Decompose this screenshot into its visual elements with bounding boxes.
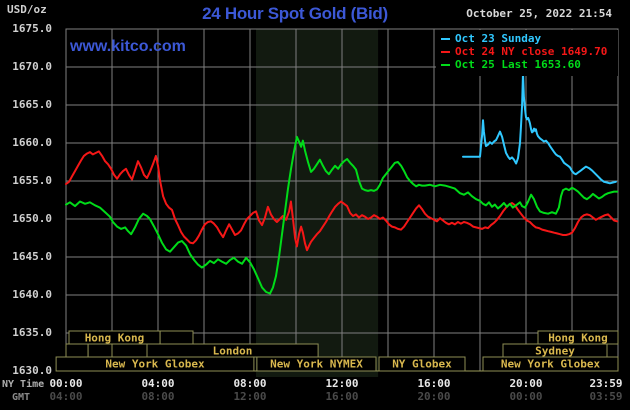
session-box (159, 330, 194, 345)
session-box (55, 356, 255, 372)
price-line-oct23 (462, 72, 617, 185)
legend-label: Oct 25 Last 1653.60 (455, 58, 581, 71)
y-axis-label: 1660.0 (12, 136, 52, 149)
session-label: New York NYMEX (270, 358, 363, 371)
y-axis-label: 1675.0 (12, 22, 52, 35)
ny-time-tick: 04:00 (141, 377, 175, 390)
session-box (111, 343, 148, 358)
session-label: Sydney (535, 345, 575, 358)
gmt-tick: 16:00 (325, 390, 359, 403)
legend-label: Oct 23 Sunday (455, 32, 542, 45)
session-label: Hong Kong (85, 332, 145, 345)
y-axis-label: 1645.0 (12, 250, 52, 263)
legend-item-oct24: Oct 24 NY close 1649.70 (436, 45, 618, 58)
y-axis-label: 1655.0 (12, 174, 52, 187)
y-axis-label: 1650.0 (12, 212, 52, 225)
nymex-session-band (255, 29, 379, 377)
ny-time-axis-header: NY Time (2, 379, 45, 390)
session-label: New York Globex (105, 358, 205, 371)
y-axis-label: 1630.0 (12, 364, 52, 377)
unit-label: USD/oz (7, 3, 47, 16)
chart-timestamp: October 25, 2022 21:54 (466, 7, 612, 20)
ny-time-tick: 12:00 (325, 377, 359, 390)
ny-time-tick: 16:00 (417, 377, 451, 390)
gmt-tick: 20:00 (417, 390, 451, 403)
session-box (65, 343, 89, 358)
y-axis-label: 1665.0 (12, 98, 52, 111)
session-box (378, 356, 466, 372)
ny-time-tick: 08:00 (233, 377, 267, 390)
y-axis-label: 1670.0 (12, 60, 52, 73)
gmt-tick: 00:00 (509, 390, 543, 403)
y-axis-label: 1640.0 (12, 288, 52, 301)
legend-label: Oct 24 NY close 1649.70 (455, 45, 608, 58)
legend-line-swatch-icon (441, 37, 450, 40)
legend-item-oct23: Oct 23 Sunday (436, 32, 618, 45)
ny-time-tick: 00:00 (49, 377, 83, 390)
gmt-axis-header: GMT (12, 392, 31, 403)
chart-legend: Oct 23 Sunday Oct 24 NY close 1649.70 Oc… (436, 30, 618, 76)
ny-time-tick: 20:00 (509, 377, 543, 390)
session-label: London (213, 345, 253, 358)
session-label: New York Globex (501, 358, 601, 371)
legend-line-swatch-icon (441, 63, 450, 66)
session-box (87, 343, 113, 358)
session-box (482, 356, 619, 372)
session-box (256, 356, 377, 372)
price-line-oct25 (65, 135, 619, 295)
price-line-oct24 (65, 150, 619, 252)
gmt-tick: 03:59 (589, 390, 623, 403)
chart-title: 24 Hour Spot Gold (Bid) (202, 4, 388, 23)
legend-line-swatch-icon (441, 50, 450, 53)
session-label: Hong Kong (548, 332, 608, 345)
gmt-tick: 08:00 (141, 390, 175, 403)
session-label: NY Globex (392, 358, 452, 371)
kitco-watermark-link[interactable]: www.kitco.com (70, 38, 186, 55)
ny-time-tick: 23:59 (589, 377, 623, 390)
gmt-tick: 04:00 (49, 390, 83, 403)
legend-item-oct25: Oct 25 Last 1653.60 (436, 58, 618, 71)
y-axis-label: 1635.0 (12, 326, 52, 339)
gmt-tick: 12:00 (233, 390, 267, 403)
